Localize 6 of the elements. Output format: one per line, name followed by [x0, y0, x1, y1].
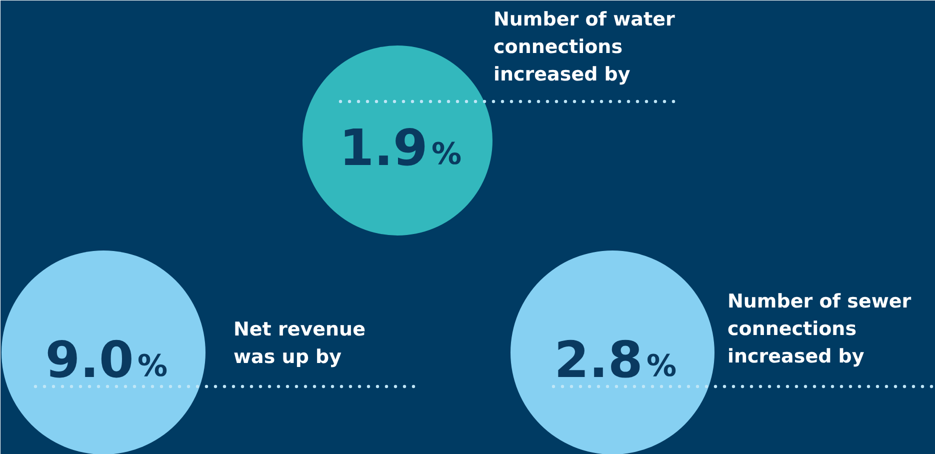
data-label: 9.0%	[45, 331, 168, 389]
data-label: 2.8%	[554, 331, 677, 389]
category-label: Number of water connections increased by	[494, 8, 676, 86]
data-label: 1.9%	[339, 119, 462, 177]
category-label: Net revenue was up by	[234, 318, 366, 368]
category-label: Number of sewer connections increased by	[728, 290, 912, 368]
